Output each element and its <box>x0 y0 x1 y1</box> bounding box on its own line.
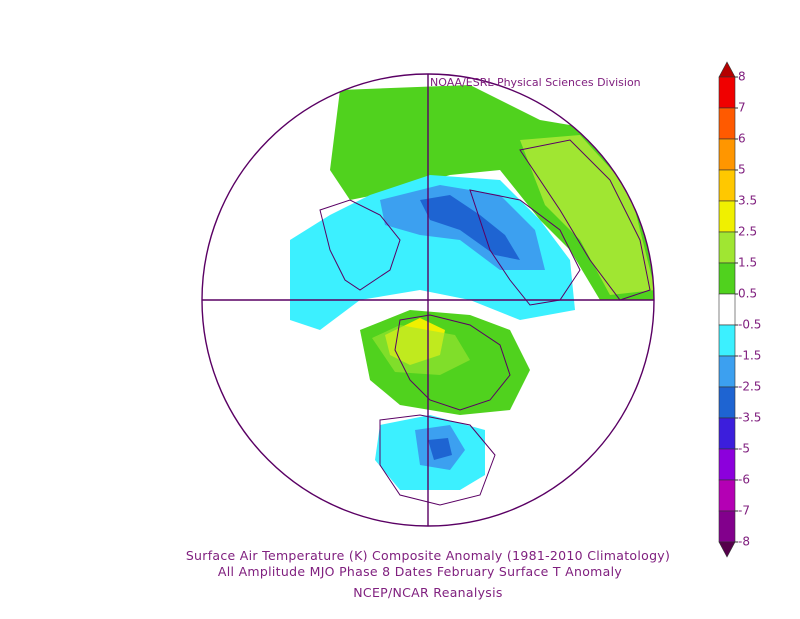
cold-region-deep <box>420 195 520 260</box>
colorbar-label: 5 <box>738 163 746 177</box>
cold-region-deep <box>428 438 452 460</box>
colorbar-segment <box>718 386 736 419</box>
colorbar-segment <box>718 231 736 264</box>
colorbar-segment <box>718 479 736 512</box>
warm-region-light <box>520 135 654 295</box>
credit: NOAA/ESRL Physical Sciences Division <box>430 76 641 89</box>
colorbar-segment <box>718 200 736 233</box>
colorbar-segment <box>718 417 736 450</box>
colorbar-segment <box>718 324 736 357</box>
colorbar-segment <box>718 76 736 109</box>
caption-line: Surface Air Temperature (K) Composite An… <box>186 548 670 563</box>
colorbar-label: -2.5 <box>738 380 761 394</box>
colorbar-label: 6 <box>738 132 746 146</box>
colorbar-segment <box>718 107 736 140</box>
colorbar-segment <box>718 355 736 388</box>
anomaly-field <box>290 85 654 490</box>
colorbar-label: 1.5 <box>738 256 757 270</box>
colorbar-label: -1.5 <box>738 349 761 363</box>
caption-line: NCEP/NCAR Reanalysis <box>353 585 502 600</box>
colorbar-segment <box>718 262 736 295</box>
colorbar-segment <box>718 138 736 171</box>
colorbar-segment <box>718 510 736 543</box>
colorbar-label: 7 <box>738 101 746 115</box>
colorbar-label: 2.5 <box>738 225 757 239</box>
colorbar-end <box>718 61 736 78</box>
colorbar-label: 8 <box>738 70 746 84</box>
colorbar-label: 0.5 <box>738 287 757 301</box>
colorbar-segment <box>718 293 736 326</box>
colorbar-label: 3.5 <box>738 194 757 208</box>
colorbar-label: -3.5 <box>738 411 761 425</box>
caption-line: All Amplitude MJO Phase 8 Dates February… <box>218 564 622 579</box>
colorbar-label: -0.5 <box>738 318 761 332</box>
colorbar-label: -7 <box>738 504 750 518</box>
colorbar: 8 7 6 5 3.5 2.5 1.5 0.5 -0.5 -1.5 -2.5 -3.5 -5 -6 -7 -8 <box>718 61 761 558</box>
colorbar-segment <box>718 169 736 202</box>
colorbar-end <box>718 541 736 558</box>
colorbar-label: -5 <box>738 442 750 456</box>
colorbar-label: -6 <box>738 473 750 487</box>
warm-region-light <box>372 325 470 375</box>
colorbar-segment <box>718 448 736 481</box>
colorbar-label: -8 <box>738 535 750 549</box>
